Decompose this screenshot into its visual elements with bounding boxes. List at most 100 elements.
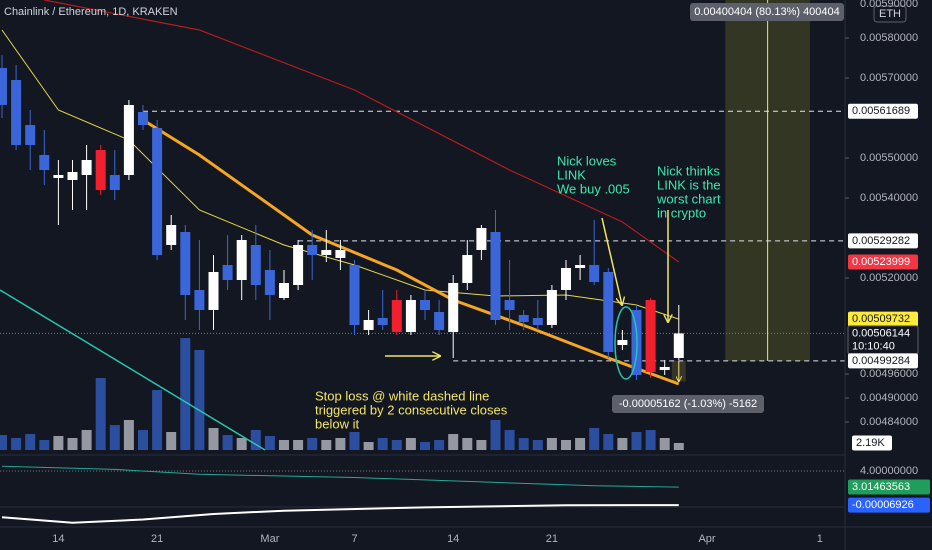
price-label: 0.00529282: [852, 235, 910, 247]
moving-average: [44, 0, 680, 263]
volume-bar: [307, 438, 318, 450]
volume-bar: [490, 420, 501, 450]
price-label: 0.00506144: [852, 327, 910, 339]
annotation: Nick loves: [557, 153, 617, 168]
volume-bar: [95, 378, 106, 450]
candle-body: [377, 318, 388, 325]
y-tick-label: 0.00590000: [860, 0, 918, 10]
price-label-box: [848, 233, 918, 249]
volume-bar: [532, 440, 543, 450]
price-label-box: [848, 311, 918, 327]
volume-bar: [138, 430, 148, 450]
price-label: 0.00509732: [852, 313, 910, 325]
y-tick-label: 0.00484000: [860, 416, 918, 428]
candle-body: [95, 150, 106, 190]
candle-body: [561, 268, 571, 290]
volume-bar: [208, 428, 219, 450]
volume-bar: [335, 438, 346, 450]
indicator-label-box: [848, 479, 930, 495]
x-tick-label: 14: [52, 533, 64, 545]
volume-bar: [81, 430, 92, 450]
candle-body: [532, 318, 543, 325]
candle-body: [575, 265, 586, 268]
indicator-label: 3.01463563: [852, 481, 910, 493]
volume-bar: [405, 438, 416, 450]
price-label: 0.00499284: [852, 355, 910, 367]
position-label-box: [690, 3, 844, 21]
volume-bar: [250, 430, 261, 450]
candle-body: [448, 283, 459, 332]
candle-body: [67, 172, 78, 180]
volume-bar: [39, 440, 50, 450]
candle-body: [546, 290, 557, 325]
x-tick-label: Apr: [698, 533, 715, 545]
annotation: worst chart: [656, 191, 721, 206]
price-pane: [0, 0, 845, 451]
candle-body: [0, 68, 7, 105]
candle-body: [222, 265, 233, 280]
price-label: 0.00561689: [852, 105, 910, 117]
volume-bar: [462, 438, 473, 450]
measure-label: -0.00005162 (-1.03%) -5162: [619, 398, 757, 410]
volume-bar: [25, 434, 36, 450]
candle-body: [11, 80, 22, 145]
candle-body: [504, 300, 515, 310]
candle-body: [279, 283, 289, 298]
volume-bar: [11, 438, 22, 450]
annotation-layer: [385, 210, 668, 380]
price-countdown: 10:10:40: [852, 340, 895, 352]
volume-bar: [659, 438, 670, 450]
volume-bar: [222, 435, 233, 450]
volume-bar: [279, 440, 289, 450]
candle-body: [673, 333, 684, 358]
annotation: Stop loss @ white dashed line: [315, 388, 489, 403]
volume-bar: [504, 430, 515, 450]
candle-body: [349, 265, 360, 325]
y-tick-label: 0.00490000: [860, 392, 918, 404]
indicator-line: [1, 465, 679, 488]
volume-bar: [391, 440, 402, 450]
moving-average: [0, 289, 266, 451]
volume-bar: [631, 432, 642, 450]
candle-body: [659, 367, 670, 370]
volume-label-box: [852, 435, 892, 451]
volume-bar: [194, 350, 205, 450]
candle-body: [25, 125, 36, 145]
volume-bar: [53, 436, 64, 450]
volume-bar: [321, 440, 332, 450]
candle-body: [307, 245, 318, 255]
y-tick-label: 0.00580000: [860, 32, 918, 44]
volume-bar: [180, 338, 191, 450]
volume-bar: [377, 438, 388, 450]
candle-body: [250, 245, 261, 285]
volume-bar: [589, 428, 600, 450]
volume-bar: [645, 430, 656, 450]
volume-bar: [109, 425, 120, 450]
volume-bar: [236, 438, 247, 450]
x-tick-label: 1: [817, 533, 823, 545]
annotation: LINK: [557, 167, 586, 182]
annotation: LINK is the: [657, 177, 721, 192]
volume-bar: [617, 438, 628, 450]
candle-body: [645, 300, 656, 372]
volume-bar: [546, 438, 557, 450]
volume-bar: [67, 438, 78, 450]
volume-bar: [673, 442, 684, 450]
annotation: below it: [315, 416, 359, 431]
candle-body: [166, 225, 177, 245]
y-tick-label: 0.00550000: [860, 152, 918, 164]
candle-body: [321, 250, 332, 255]
volume-bar: [293, 440, 304, 450]
candle-body: [420, 300, 430, 310]
volume-bar: [166, 432, 177, 450]
x-tick-label: 7: [351, 533, 357, 545]
candle-body: [208, 272, 219, 310]
candle-body: [123, 105, 134, 175]
y-tick-label: 0.00520000: [860, 272, 918, 284]
volume-bar: [0, 435, 7, 450]
x-tick-label: 14: [447, 533, 459, 545]
candle-body: [462, 255, 473, 283]
position-label: 0.00400404 (80.13%) 400404: [694, 6, 840, 18]
volume-bar: [603, 434, 614, 450]
